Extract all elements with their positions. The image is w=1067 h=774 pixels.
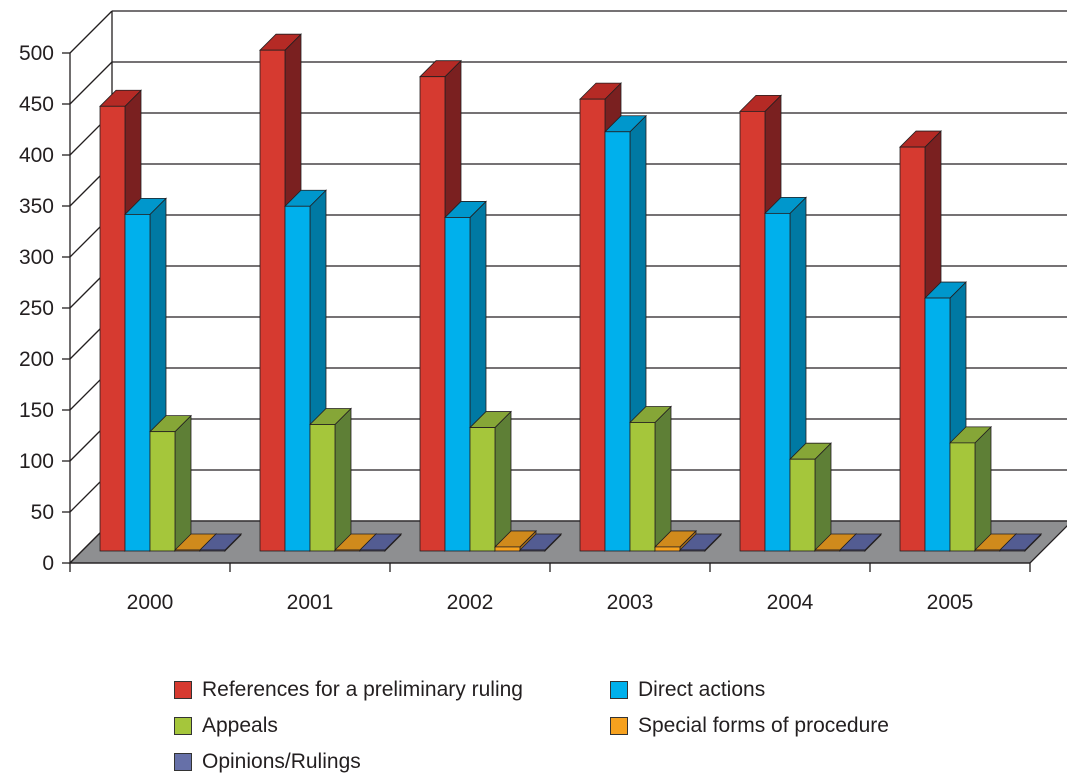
x-tick-label: 2005	[927, 591, 974, 614]
legend-item-references: References for a preliminary ruling	[174, 678, 523, 702]
y-tick-label: 300	[19, 246, 54, 269]
appeals-bar-side	[494, 410, 512, 552]
y-tick-label: 250	[19, 297, 54, 320]
x-tick-label: 2001	[287, 591, 334, 614]
appeals-bar	[469, 427, 496, 552]
bar-chart: 0 50 100 150 200 250 300 350 400 450 500 2000 2001 20…	[19, 10, 1067, 614]
special-forms-bar	[334, 549, 361, 552]
appeals-bar-side	[814, 442, 832, 552]
legend-swatch-special-forms	[610, 717, 628, 735]
special-forms-bar	[174, 549, 201, 552]
legend-label-direct-actions: Direct actions	[638, 678, 766, 701]
legend-swatch-direct-actions	[610, 681, 628, 699]
appeals-bar-side	[654, 405, 672, 552]
legend-item-direct-actions: Direct actions	[610, 678, 765, 702]
legend-label-appeals: Appeals	[202, 714, 278, 737]
y-tick-label: 500	[19, 42, 54, 65]
legend-item-special-forms: Special forms of procedure	[610, 714, 889, 738]
x-tick-label: 2003	[607, 591, 654, 614]
references-bar	[419, 76, 446, 552]
references-bar	[899, 146, 926, 552]
direct-actions-bar	[124, 213, 151, 552]
legend-swatch-appeals	[174, 717, 192, 735]
y-tick-label: 150	[19, 399, 54, 422]
gridline-side	[69, 61, 113, 105]
direct-actions-bar	[764, 212, 791, 552]
appeals-bar-side	[334, 407, 352, 552]
references-bar	[259, 49, 286, 552]
y-tick-label: 100	[19, 450, 54, 473]
x-tick-label: 2004	[767, 591, 814, 614]
legend-swatch-opinions	[174, 753, 192, 771]
appeals-bar-side	[974, 425, 992, 552]
direct-actions-bar	[604, 131, 631, 552]
y-tick-label: 450	[19, 93, 54, 116]
opinions-bar	[839, 549, 866, 552]
opinions-bar	[999, 549, 1026, 552]
y-tick-label: 400	[19, 144, 54, 167]
y-tick-label: 350	[19, 195, 54, 218]
references-bar	[579, 98, 606, 552]
y-tick-label: 0	[42, 552, 54, 575]
opinions-bar	[359, 549, 386, 552]
legend-item-appeals: Appeals	[174, 714, 278, 738]
x-tick-label: 2000	[127, 591, 174, 614]
gridline-side	[69, 10, 113, 54]
legend-item-opinions: Opinions/Rulings	[174, 750, 361, 774]
appeals-bar	[309, 424, 336, 552]
legend-label-opinions: Opinions/Rulings	[202, 750, 361, 773]
direct-actions-bar	[444, 217, 471, 552]
legend-label-special-forms: Special forms of procedure	[638, 714, 889, 737]
x-tick-label: 2002	[447, 591, 494, 614]
appeals-bar	[789, 458, 816, 552]
references-bar	[739, 110, 766, 552]
y-tick-label: 200	[19, 348, 54, 371]
appeals-bar	[149, 431, 176, 552]
appeals-bar	[629, 422, 656, 552]
opinions-bar	[679, 549, 706, 552]
opinions-bar	[199, 549, 226, 552]
special-forms-bar	[654, 546, 681, 552]
references-bar	[99, 105, 126, 552]
legend-label-references: References for a preliminary ruling	[202, 678, 523, 701]
direct-actions-bar	[284, 205, 311, 552]
appeals-bar	[949, 442, 976, 552]
special-forms-bar	[814, 549, 841, 552]
legend-swatch-references	[174, 681, 192, 699]
special-forms-bar	[974, 549, 1001, 552]
y-tick-label: 50	[31, 501, 54, 524]
opinions-bar	[519, 549, 546, 552]
special-forms-bar	[494, 546, 521, 552]
appeals-bar-side	[174, 414, 192, 552]
direct-actions-bar	[924, 297, 951, 552]
